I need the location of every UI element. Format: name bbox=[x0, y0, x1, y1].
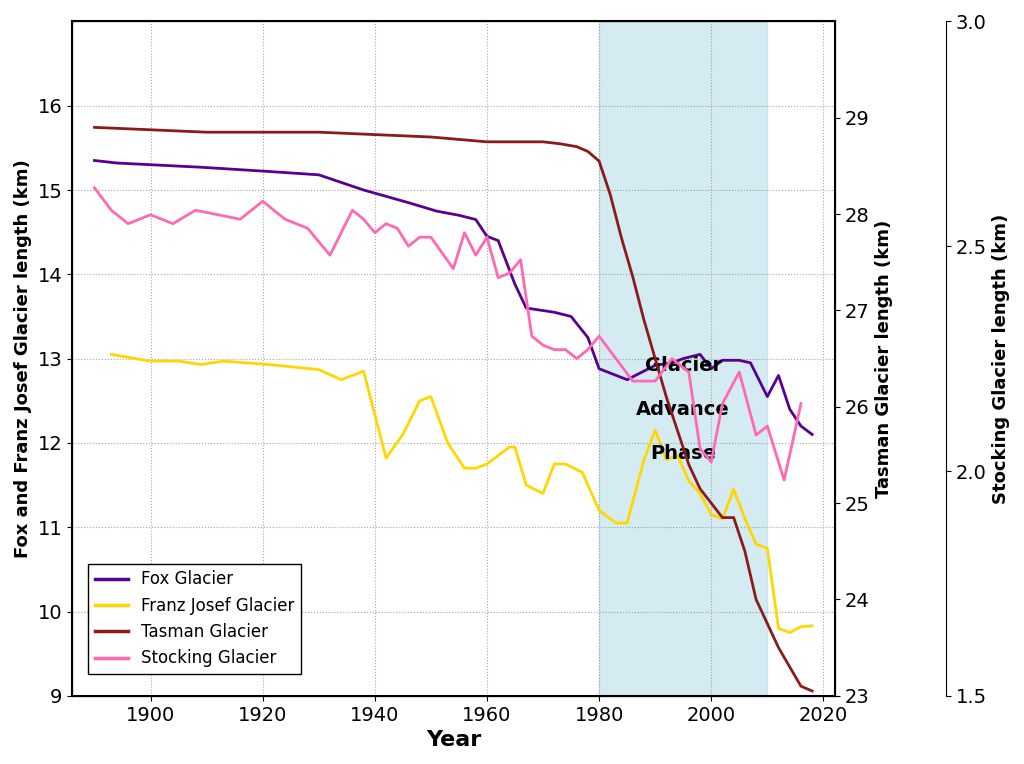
Y-axis label: Stocking Glacier length (km): Stocking Glacier length (km) bbox=[992, 213, 1010, 503]
Bar bbox=[599, 21, 767, 696]
Y-axis label: Tasman Glacier length (km): Tasman Glacier length (km) bbox=[874, 219, 893, 497]
Legend: Fox Glacier, Franz Josef Glacier, Tasman Glacier, Stocking Glacier: Fox Glacier, Franz Josef Glacier, Tasman… bbox=[88, 564, 301, 674]
Text: Glacier

Advance

Phase: Glacier Advance Phase bbox=[636, 356, 730, 463]
X-axis label: Year: Year bbox=[426, 730, 481, 750]
Y-axis label: Fox and Franz Josef Glacier length (km): Fox and Franz Josef Glacier length (km) bbox=[14, 159, 32, 558]
